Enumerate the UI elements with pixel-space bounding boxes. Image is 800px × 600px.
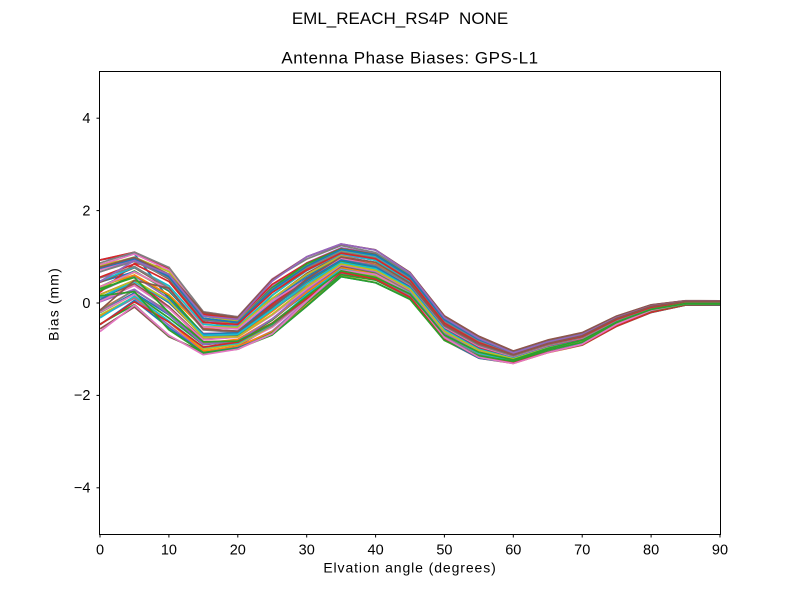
svg-text:2: 2 <box>82 203 90 219</box>
svg-text:−4: −4 <box>74 481 91 497</box>
svg-text:70: 70 <box>574 543 590 559</box>
svg-text:Elvation angle (degrees): Elvation angle (degrees) <box>323 560 496 576</box>
svg-text:0: 0 <box>96 543 104 559</box>
svg-text:−2: −2 <box>74 388 91 404</box>
svg-text:0: 0 <box>82 296 90 312</box>
svg-text:90: 90 <box>712 543 728 559</box>
svg-text:EML_REACH_RS4P NONE: EML_REACH_RS4P NONE <box>292 9 508 28</box>
svg-text:60: 60 <box>505 543 521 559</box>
svg-text:30: 30 <box>299 543 315 559</box>
svg-text:80: 80 <box>643 543 659 559</box>
svg-text:40: 40 <box>368 543 384 559</box>
svg-text:Antenna Phase Biases: GPS-L1: Antenna Phase Biases: GPS-L1 <box>281 49 538 68</box>
svg-text:Bias (mm): Bias (mm) <box>46 267 62 341</box>
svg-text:4: 4 <box>82 111 90 127</box>
svg-text:20: 20 <box>230 543 246 559</box>
svg-text:50: 50 <box>436 543 452 559</box>
svg-text:10: 10 <box>161 543 177 559</box>
